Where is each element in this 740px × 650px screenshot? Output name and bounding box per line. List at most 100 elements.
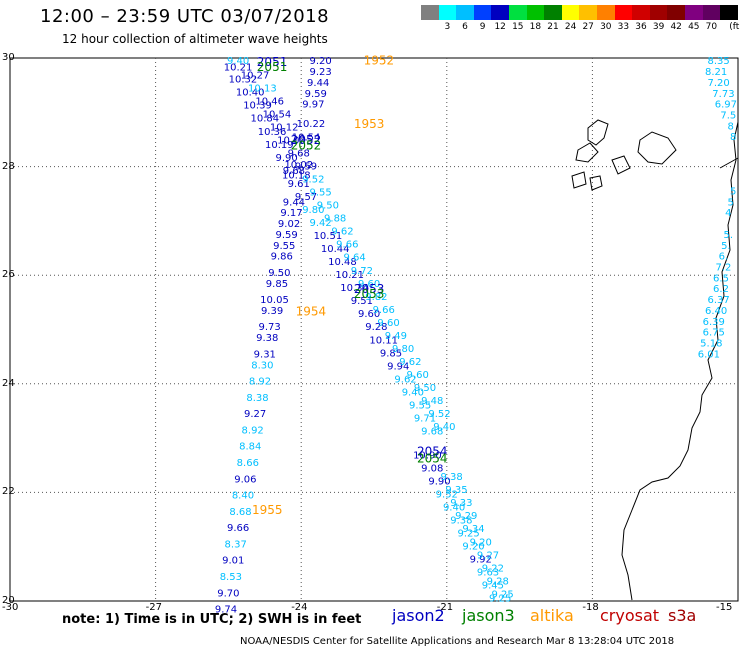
wave-height-reading: 7.20	[707, 78, 729, 89]
wave-height-reading: 9.73	[259, 322, 281, 333]
map-frame	[9, 57, 739, 602]
wave-height-reading: 9.55	[273, 241, 295, 252]
color-scale-label: 12	[494, 22, 506, 32]
wave-height-reading: 5	[728, 197, 734, 208]
wave-height-reading: 6.	[719, 252, 729, 263]
wave-height-reading: 9.25	[489, 594, 511, 605]
wave-height-reading: 9.50	[268, 268, 290, 279]
wave-height-reading: 10.22	[297, 119, 326, 130]
wave-height-reading: 9.60	[358, 309, 380, 320]
wave-height-reading: 9.48	[421, 396, 443, 407]
wave-height-reading: 9.61	[288, 179, 310, 190]
wave-height-reading: 9.72	[351, 266, 373, 277]
wave-height-reading: 8.92	[242, 425, 264, 436]
wave-height-reading: 9.52	[428, 409, 450, 420]
wave-height-reading: 10.84	[250, 114, 279, 125]
color-scale-cell	[438, 5, 457, 20]
wave-height-reading: 9.25	[458, 529, 480, 540]
color-scale-cell	[526, 5, 545, 20]
color-scale-label: (ft)	[729, 22, 740, 32]
color-scale-cell	[720, 5, 738, 20]
wave-height-reading: 10.90	[413, 450, 442, 461]
color-scale-cell	[614, 5, 633, 20]
latitude-tick-label: 24	[2, 377, 15, 389]
color-scale-cell	[579, 5, 597, 20]
wave-height-reading: 6.40	[705, 306, 727, 317]
color-scale-label: 21	[547, 22, 559, 32]
wave-height-reading: 6.39	[703, 317, 725, 328]
wave-height-reading: 8.68	[229, 507, 251, 518]
wave-height-reading: 9.27	[477, 550, 499, 561]
latitude-tick-label: 22	[2, 486, 15, 498]
wave-height-reading: 7.5	[720, 110, 736, 121]
wave-height-reading: 9.74	[215, 605, 237, 616]
color-scale-label: 30	[600, 22, 612, 32]
wave-height-reading: 9.80	[302, 205, 324, 216]
wave-height-reading: 10.54	[292, 133, 321, 144]
wave-height-reading: 9.44	[307, 78, 329, 89]
wave-height-reading: 9.59	[276, 230, 298, 241]
pass-time-label: 2053	[354, 287, 385, 301]
wave-height-reading: 10.32	[229, 75, 258, 86]
color-scale-label: 36	[635, 22, 647, 32]
longitude-tick-label: -27	[145, 602, 162, 613]
color-scale-label: 70	[705, 22, 718, 32]
wave-height-reading: 9.28	[365, 322, 387, 333]
longitude-tick-label: -18	[582, 602, 599, 613]
wave-height-reading: 9.60	[358, 279, 380, 290]
color-scale-label: 45	[688, 22, 700, 32]
wave-height-reading: 5.	[721, 241, 731, 252]
wave-height-reading: 9.68	[288, 148, 310, 159]
footer-note: note: 1) Time is in UTC; 2) SWH is in fe…	[62, 612, 362, 627]
wave-height-reading: 9.50	[414, 383, 436, 394]
page-subtitle: 12 hour collection of altimeter wave hei…	[62, 32, 328, 46]
wave-height-reading: 9.55	[409, 400, 431, 411]
wave-height-reading: 9.68	[283, 166, 305, 177]
wave-height-reading: 9.38	[441, 472, 463, 483]
wave-height-reading: 8.21	[705, 67, 727, 78]
latitude-tick-label: 26	[2, 269, 15, 281]
altimeter-tracks: 9.209.239.449.599.9710.2210.5410.0210.18…	[215, 56, 737, 615]
wave-height-reading: 9.25	[491, 589, 513, 600]
pass-time-label: 2053	[354, 282, 385, 296]
wave-height-reading: 9.20	[309, 56, 331, 67]
color-scale-cell	[596, 5, 615, 20]
wave-height-reading: 9.85	[380, 348, 402, 359]
satellite-legend-s3a: s3a	[668, 606, 697, 625]
wave-height-reading: 9.40	[402, 387, 424, 398]
wave-height-reading: 8.30	[251, 360, 273, 371]
color-scale-bar	[421, 5, 738, 20]
pass-time-label: 2054	[417, 452, 448, 466]
wave-height-reading: 10.36	[258, 127, 287, 138]
pass-time-label: 1953	[354, 117, 385, 131]
longitude-tick-label: -24	[291, 602, 308, 613]
coast-segment	[719, 157, 739, 169]
wave-height-reading: 8.38	[246, 393, 268, 404]
pass-time-label: 2051	[257, 55, 288, 69]
wave-height-reading: 9.70	[217, 588, 239, 599]
wave-height-reading: 9.40	[227, 56, 249, 67]
wave-height-reading: 6.37	[707, 295, 729, 306]
color-scale-cell	[561, 5, 580, 20]
wave-height-reading: 9.40	[433, 422, 455, 433]
pass-time-label: 2051	[257, 60, 288, 74]
wave-height-reading: 9.51	[351, 296, 373, 307]
wave-height-reading: 9.66	[336, 240, 358, 251]
color-scale-cell	[491, 5, 509, 20]
wave-height-reading: 9.59	[305, 89, 327, 100]
wave-height-reading: 10.12	[270, 122, 299, 133]
wave-height-reading: 9.62	[399, 357, 421, 368]
color-scale-cell	[702, 5, 721, 20]
wave-height-reading: 9.27	[244, 409, 266, 420]
color-scale-cell	[544, 5, 562, 20]
wave-height-reading: 9.92	[470, 555, 492, 566]
tenerife-island	[637, 131, 677, 165]
satellite-legend-jason3: jason3	[462, 606, 515, 625]
wave-height-reading: 9.62	[331, 227, 353, 238]
wave-height-reading: 6.75	[703, 328, 725, 339]
wave-height-reading: 10.51	[314, 231, 343, 242]
color-scale-cell	[667, 5, 685, 20]
wave-height-reading: 6.5	[713, 273, 729, 284]
